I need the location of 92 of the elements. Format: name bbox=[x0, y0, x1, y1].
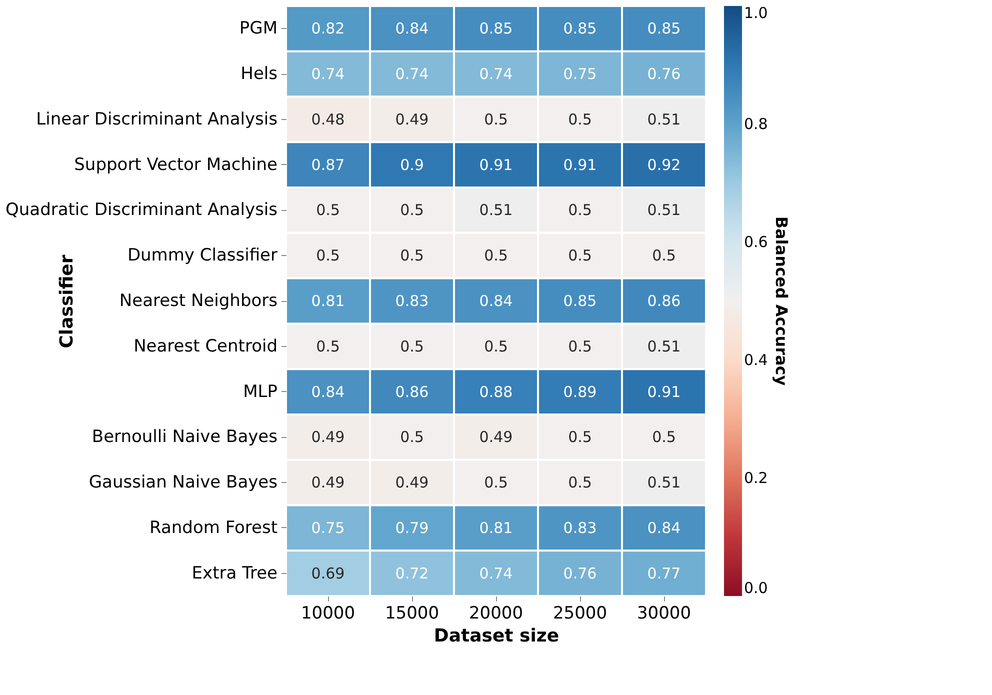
data-label: 0.84 bbox=[395, 20, 429, 38]
data-label: 0.74 bbox=[479, 564, 513, 582]
x-tick-label: 20000 bbox=[468, 604, 524, 624]
data-label: 0.83 bbox=[395, 292, 429, 310]
data-label: 0.5 bbox=[316, 246, 340, 265]
data-label: 0.51 bbox=[647, 474, 681, 492]
color-bar-label: 1.0 bbox=[744, 4, 768, 22]
y-tick-label: PGM bbox=[239, 18, 278, 39]
x-tick-label: 10000 bbox=[300, 604, 356, 624]
color-bar-label: 0.4 bbox=[744, 351, 768, 369]
color-bar-label: 0.6 bbox=[744, 233, 768, 251]
color-bar-label: 0.8 bbox=[744, 115, 768, 133]
data-label: 0.5 bbox=[400, 428, 424, 446]
data-label: 0.5 bbox=[568, 428, 592, 446]
data-label: 0.88 bbox=[479, 382, 513, 401]
y-tick-label: MLP bbox=[243, 382, 278, 402]
data-label: 0.74 bbox=[395, 65, 429, 84]
data-label: 0.74 bbox=[311, 65, 345, 84]
y-tick-label: Nearest Centroid bbox=[134, 336, 278, 356]
x-tick-label: 25000 bbox=[552, 604, 608, 624]
y-tick-label: Support Vector Machine bbox=[74, 154, 278, 175]
data-label: 0.5 bbox=[568, 474, 592, 492]
data-label: 0.49 bbox=[479, 428, 513, 446]
y-axis-title: Classifier bbox=[56, 254, 78, 348]
data-label: 0.5 bbox=[652, 428, 676, 446]
data-label: 0.82 bbox=[311, 20, 345, 38]
data-label: 0.5 bbox=[400, 201, 424, 220]
data-label: 0.85 bbox=[563, 20, 597, 38]
y-tick-label: Dummy Classifier bbox=[127, 246, 278, 266]
data-label: 0.86 bbox=[647, 292, 681, 310]
data-label: 0.72 bbox=[395, 564, 429, 582]
data-label: 0.5 bbox=[316, 337, 340, 356]
data-label: 0.89 bbox=[563, 382, 597, 401]
data-label: 0.87 bbox=[311, 156, 345, 174]
data-label: 0.5 bbox=[484, 337, 508, 356]
data-label: 0.91 bbox=[479, 156, 513, 174]
data-label: 0.81 bbox=[311, 292, 345, 310]
data-label: 0.77 bbox=[647, 564, 681, 582]
data-label: 0.81 bbox=[479, 518, 513, 537]
data-label: 0.5 bbox=[568, 201, 592, 220]
data-label: 0.5 bbox=[400, 337, 424, 356]
color-bar-label: 0.2 bbox=[744, 469, 768, 487]
data-label: 0.84 bbox=[647, 518, 681, 537]
data-label: 0.49 bbox=[395, 474, 429, 492]
data-label: 0.5 bbox=[568, 246, 592, 265]
data-label: 0.51 bbox=[647, 337, 681, 356]
data-label: 0.85 bbox=[647, 20, 681, 38]
y-tick-label: Quadratic Discriminant Analysis bbox=[6, 200, 278, 220]
data-label: 0.86 bbox=[395, 382, 429, 401]
data-label: 0.5 bbox=[400, 246, 424, 265]
data-label: 0.69 bbox=[311, 564, 345, 582]
x-tick-label: 30000 bbox=[636, 604, 692, 624]
data-label: 0.5 bbox=[568, 337, 592, 356]
data-label: 0.83 bbox=[563, 518, 597, 537]
y-tick-label: Bernoulli Naive Bayes bbox=[92, 427, 278, 448]
data-label: 0.51 bbox=[647, 110, 681, 128]
data-label: 0.51 bbox=[479, 201, 513, 220]
data-label: 0.85 bbox=[563, 292, 597, 310]
data-label: 0.76 bbox=[563, 564, 597, 582]
y-tick-label: Nearest Neighbors bbox=[119, 291, 278, 311]
data-label: 0.84 bbox=[311, 382, 345, 401]
data-label: 0.49 bbox=[311, 474, 345, 492]
data-label: 0.49 bbox=[395, 110, 429, 128]
data-label: 0.5 bbox=[484, 474, 508, 492]
data-label: 0.9 bbox=[400, 156, 424, 174]
x-axis-title: Dataset size bbox=[434, 626, 560, 646]
data-label: 0.5 bbox=[652, 246, 676, 265]
data-label: 0.74 bbox=[479, 65, 513, 84]
data-label: 0.91 bbox=[647, 382, 681, 401]
y-tick-label: Linear Discriminant Analysis bbox=[36, 109, 278, 130]
data-label: 0.5 bbox=[568, 110, 592, 128]
data-label: 0.49 bbox=[311, 428, 345, 446]
y-tick-label: Hels bbox=[240, 64, 278, 84]
data-label: 0.48 bbox=[311, 110, 345, 128]
data-label: 0.91 bbox=[563, 156, 597, 174]
data-label: 0.85 bbox=[479, 20, 513, 38]
data-label: 0.84 bbox=[479, 292, 513, 310]
data-label: 0.5 bbox=[316, 201, 340, 220]
data-label: 0.79 bbox=[395, 518, 429, 537]
data-label: 0.51 bbox=[647, 201, 681, 220]
y-tick-label: Gaussian Naive Bayes bbox=[88, 472, 278, 493]
x-tick-label: 15000 bbox=[384, 604, 440, 624]
color-bar-label: 0.0 bbox=[744, 579, 768, 597]
data-label: 0.76 bbox=[647, 65, 681, 84]
data-label: 0.75 bbox=[311, 518, 345, 537]
color-bar-title: Balanced Accuracy bbox=[772, 216, 791, 386]
y-tick-label: Random Forest bbox=[150, 518, 278, 538]
data-label: 0.5 bbox=[484, 246, 508, 265]
data-label: 0.5 bbox=[484, 110, 508, 128]
data-label: 0.92 bbox=[647, 156, 681, 174]
data-label: 0.75 bbox=[563, 65, 597, 84]
y-tick-label: Extra Tree bbox=[192, 563, 278, 584]
